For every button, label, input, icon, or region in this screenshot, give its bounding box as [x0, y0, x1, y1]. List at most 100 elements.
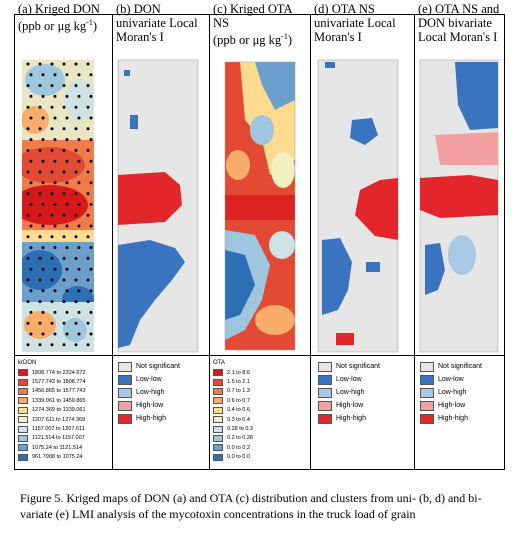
legend-swatch [213, 434, 223, 442]
legend-swatch [118, 400, 132, 411]
legend-item: Low-high [318, 386, 380, 399]
sample-dot [29, 310, 33, 314]
panel-header: (d) OTA NS univariate Local Moran's I [314, 2, 410, 44]
sample-dot [29, 202, 33, 206]
row-rule [15, 355, 504, 356]
legend-item: High-low [420, 399, 482, 412]
sample-dot [62, 170, 66, 174]
legend-label: 1075.24 to 1121.514 [32, 444, 83, 451]
legend-label: 0.3 to 0.4 [227, 416, 250, 423]
sample-dot [26, 278, 30, 282]
sample-dot [74, 278, 78, 282]
sample-dot [53, 159, 57, 163]
legend-item: 0.7 to 1.3 [213, 387, 253, 396]
sample-dot [38, 170, 42, 174]
sample-dot [26, 170, 30, 174]
sample-dot [65, 94, 69, 98]
legend-swatch [18, 406, 28, 414]
sample-dot [89, 310, 93, 314]
legend-item: Not significant [118, 360, 180, 373]
legend-swatch [420, 361, 434, 372]
sample-dot [29, 332, 33, 336]
sample-dot [74, 62, 78, 66]
sample-dot [38, 192, 42, 196]
panel-title: (e) OTA NS and DON bivariate Local Moran… [418, 2, 500, 44]
legend-swatch [118, 413, 132, 424]
sample-dot [53, 332, 57, 336]
sample-dot [38, 148, 42, 152]
sample-dot [50, 148, 54, 152]
sample-dot [86, 300, 90, 304]
legend-swatch [213, 369, 223, 377]
sample-dot [41, 310, 45, 314]
sample-dot [77, 267, 81, 271]
sample-dot [41, 94, 45, 98]
legend-swatch [213, 453, 223, 461]
sample-dot [38, 235, 42, 239]
sample-dot [50, 256, 54, 260]
panel-unit: (ppb or μg kg [213, 33, 282, 48]
legend-item: High-low [118, 399, 180, 412]
sample-dot [53, 289, 57, 293]
panel-header: (a) Kriged DON (ppb or μg kg-1) [18, 2, 110, 33]
sample-dot [62, 278, 66, 282]
sample-dot [50, 343, 54, 347]
sample-dot [86, 343, 90, 347]
sample-dot [77, 94, 81, 98]
sample-dot [86, 170, 90, 174]
legend-item: 1121.514 to 1157.007 [18, 434, 86, 443]
sample-dot [74, 256, 78, 260]
sample-dot [53, 246, 57, 250]
sample-dot [62, 84, 66, 88]
sample-dot [53, 202, 57, 206]
legend-item: Not significant [420, 360, 482, 373]
legend-swatch [18, 425, 28, 433]
legend-swatch [18, 434, 28, 442]
map-c [225, 62, 295, 350]
sample-dot [50, 300, 54, 304]
sample-dot [26, 84, 30, 88]
unit-superscript: -1 [281, 32, 288, 41]
sample-dot [41, 159, 45, 163]
sample-dot [29, 267, 33, 271]
sample-dot [77, 224, 81, 228]
legend-item: Low-low [118, 373, 180, 386]
sample-dot [41, 332, 45, 336]
sample-dot [53, 73, 57, 77]
legend-label: High-high [438, 415, 468, 422]
sample-dot [26, 62, 30, 66]
map-a [22, 60, 94, 352]
legend-swatch [18, 369, 28, 377]
sample-dot [65, 159, 69, 163]
sample-dot [74, 213, 78, 217]
sample-dot [86, 321, 90, 325]
sample-dot [65, 116, 69, 120]
sample-dot [62, 235, 66, 239]
sample-dot [53, 116, 57, 120]
legend-item: Low-high [420, 386, 482, 399]
legend-label: 1450.865 to 1577.743 [32, 388, 86, 395]
legend-item: 1075.24 to 1121.514 [18, 443, 86, 452]
sample-dot [29, 289, 33, 293]
legend-item: 0.3 to 0.4 [213, 415, 253, 424]
panel-title: (d) OTA NS univariate Local Moran's I [314, 2, 396, 44]
legend-item: 2.1 to 8.6 [213, 368, 253, 377]
sample-dot [53, 310, 57, 314]
legend-swatch [318, 413, 332, 424]
legend-label: Low-low [336, 376, 362, 383]
sample-dot [50, 170, 54, 174]
legend-item: 0.28 to 0.3 [213, 424, 253, 433]
legend-item: Low-high [118, 386, 180, 399]
sample-dot [50, 127, 54, 131]
legend-swatch [18, 397, 28, 405]
legend-item: 1157.007 to 1207.611 [18, 424, 86, 433]
legend-swatch [213, 387, 223, 395]
sample-dot [38, 278, 42, 282]
sample-dot [89, 246, 93, 250]
sample-dot [53, 138, 57, 142]
sample-dot [38, 105, 42, 109]
legend-label: Low-high [136, 389, 165, 396]
sample-dot [86, 192, 90, 196]
column-rule [112, 15, 113, 469]
panel-header: (e) OTA NS and DON bivariate Local Moran… [418, 2, 506, 44]
